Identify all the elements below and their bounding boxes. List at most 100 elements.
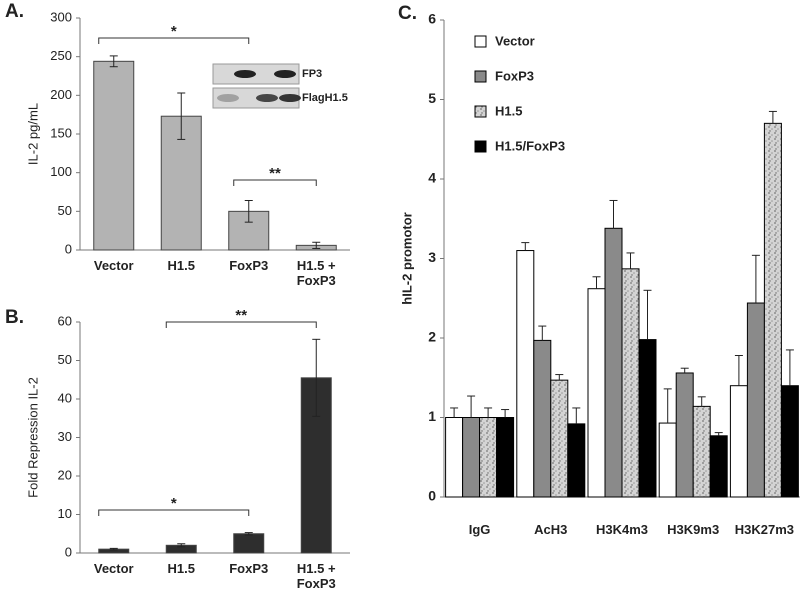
legend-swatch: [474, 35, 487, 48]
error-bar: [785, 349, 794, 386]
y-tick-label: 6: [428, 11, 436, 27]
error-bar: [751, 254, 760, 304]
error-bar: [680, 367, 689, 373]
x-tick-label-box: FoxP3: [229, 561, 269, 576]
error-bar: [177, 92, 186, 140]
legend-label: Vector: [495, 33, 535, 48]
panel-label: A.: [5, 1, 24, 22]
significance-bracket: [165, 321, 317, 328]
x-tick-label-box: AcH3: [534, 522, 568, 537]
blot-strip: [212, 87, 301, 109]
error-bar: [177, 543, 186, 548]
legend-swatch: [474, 105, 487, 118]
x-tick-label: FoxP3: [229, 561, 269, 576]
x-tick-label-box: H3K9m3: [667, 522, 720, 537]
bar: [746, 302, 765, 498]
x-tick-label: H1.5 + FoxP3: [296, 258, 336, 288]
bar: [729, 385, 748, 498]
x-tick-label-box: IgG: [468, 522, 491, 537]
y-tick-label: 30: [58, 429, 72, 444]
inset-label: FP3: [302, 68, 322, 80]
error-bar: [244, 200, 253, 223]
significance-label: *: [171, 495, 177, 512]
x-tick-label: Vector: [93, 561, 134, 576]
error-bar: [555, 374, 564, 381]
error-bar: [572, 407, 581, 424]
x-tick-label: Vector: [93, 258, 134, 273]
significance-bracket: [233, 179, 317, 186]
significance-label: **: [269, 165, 281, 182]
bar: [658, 422, 677, 498]
x-tick-label: AcH3: [534, 522, 568, 537]
y-tick-label: 250: [50, 48, 72, 63]
bar: [516, 250, 535, 498]
error-bar: [312, 241, 321, 249]
y-tick-label: 10: [58, 506, 72, 521]
blot-spot: [256, 94, 278, 102]
y-axis-label: IL-2 pg/mL: [25, 103, 40, 165]
error-bar: [312, 338, 321, 417]
error-bar: [484, 407, 493, 418]
panel-label: C.: [398, 3, 417, 24]
y-axis-label: hIL-2 promotor: [399, 212, 414, 304]
error-bar: [714, 432, 723, 436]
error-bar: [521, 242, 530, 251]
significance-bracket: [98, 37, 250, 44]
error-bar: [592, 276, 601, 289]
y-axis-label: Fold Repression IL-2: [25, 377, 40, 498]
blot-spot: [279, 94, 301, 102]
blot-spot: [274, 70, 296, 78]
x-tick-label: H1.5: [167, 258, 195, 273]
x-tick-label-box: Vector: [93, 561, 134, 576]
significance-bracket: [98, 509, 250, 516]
y-tick-label: 2: [428, 329, 436, 345]
y-tick-label: 0: [65, 241, 72, 256]
error-bar: [643, 289, 652, 340]
error-bar: [450, 407, 459, 418]
x-tick-label: H3K9m3: [667, 522, 720, 537]
y-tick-label: 0: [65, 544, 72, 559]
bar: [445, 417, 464, 498]
error-bar: [768, 110, 777, 124]
bar: [496, 417, 515, 498]
bar: [692, 405, 711, 498]
error-bar: [734, 354, 743, 386]
y-tick-label: 200: [50, 87, 72, 102]
bar: [533, 339, 552, 498]
x-tick-label: FoxP3: [229, 258, 269, 273]
x-tick-label-box: H1.5: [167, 258, 195, 273]
inset-label: FlagH1.5: [302, 92, 348, 104]
error-bar: [538, 325, 547, 341]
legend-swatch: [474, 140, 487, 153]
y-tick-label: 50: [58, 352, 72, 367]
x-tick-label: H3K27m3: [734, 522, 795, 537]
x-tick-label-box: H1.5 + FoxP3: [297, 561, 336, 591]
x-tick-label: IgG: [468, 522, 491, 537]
x-tick-label-box: H3K4m3: [595, 522, 649, 537]
bar: [233, 533, 265, 554]
error-bar: [501, 409, 510, 418]
bar: [604, 227, 623, 498]
error-bar: [467, 395, 476, 418]
blot-spot: [234, 70, 256, 78]
bar: [567, 423, 586, 498]
bar: [550, 379, 569, 498]
error-bar: [609, 199, 618, 229]
significance-label: **: [235, 307, 247, 324]
legend-label: FoxP3: [495, 68, 534, 83]
bar: [587, 288, 606, 498]
y-tick-label: 0: [428, 488, 436, 504]
bar: [709, 435, 728, 498]
bar: [780, 385, 799, 498]
panel-label: B.: [5, 307, 24, 328]
y-tick-label: 100: [50, 164, 72, 179]
y-tick-label: 40: [58, 390, 72, 405]
x-tick-label: H3K4m3: [595, 522, 649, 537]
x-tick-label-box: Vector: [93, 258, 134, 273]
legend-label: H1.5/FoxP3: [495, 138, 565, 153]
blot-strip: [212, 63, 300, 85]
bar: [638, 339, 657, 498]
y-tick-label: 60: [58, 313, 72, 328]
